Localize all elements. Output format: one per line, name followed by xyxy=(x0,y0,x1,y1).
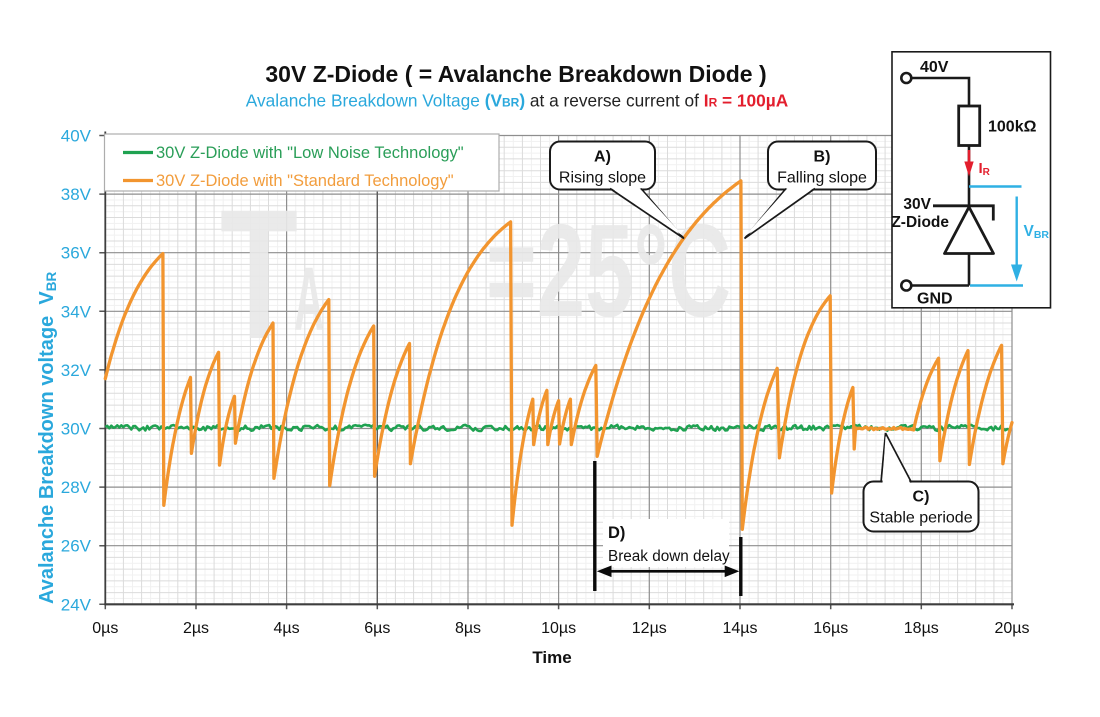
svg-text:14µs: 14µs xyxy=(722,620,757,637)
svg-text:30V Z-Diode with "Standard Tec: 30V Z-Diode with "Standard Technology" xyxy=(156,172,454,190)
svg-text:20µs: 20µs xyxy=(994,620,1029,637)
svg-text:6µs: 6µs xyxy=(364,620,390,637)
svg-text:28V: 28V xyxy=(61,478,92,497)
svg-text:8µs: 8µs xyxy=(455,620,481,637)
svg-text:2µs: 2µs xyxy=(183,620,209,637)
svg-text:A): A) xyxy=(594,149,611,166)
svg-text:Stable periode: Stable periode xyxy=(869,510,972,527)
svg-text:0µs: 0µs xyxy=(92,620,118,637)
svg-text:12µs: 12µs xyxy=(632,620,667,637)
svg-text:38V: 38V xyxy=(61,185,92,204)
svg-text:40V: 40V xyxy=(61,127,92,146)
svg-text:D): D) xyxy=(608,524,625,542)
svg-text:16µs: 16µs xyxy=(813,620,848,637)
svg-text:24V: 24V xyxy=(61,595,92,614)
svg-text:Break down delay: Break down delay xyxy=(608,548,730,565)
svg-text:40V: 40V xyxy=(920,59,949,76)
svg-text:36V: 36V xyxy=(61,244,92,263)
svg-text:Falling slope: Falling slope xyxy=(777,170,867,187)
svg-text:18µs: 18µs xyxy=(904,620,939,637)
svg-text:34V: 34V xyxy=(61,302,92,321)
svg-text:Avalanche Breakdown voltage V: Avalanche Breakdown voltage VBR xyxy=(36,272,59,604)
svg-text:4µs: 4µs xyxy=(274,620,300,637)
svg-text:Z-Diode: Z-Diode xyxy=(891,214,949,231)
svg-text:30V Z-Diode with "Low Noise Te: 30V Z-Diode with "Low Noise Technology" xyxy=(156,144,464,162)
svg-text:=25°C: =25°C xyxy=(486,197,731,344)
svg-text:30V: 30V xyxy=(903,196,931,213)
svg-text:Avalanche Breakdown Voltage (V: Avalanche Breakdown Voltage (VBR) at a r… xyxy=(246,91,789,111)
svg-text:Rising slope: Rising slope xyxy=(559,170,646,187)
svg-text:10µs: 10µs xyxy=(541,620,576,637)
svg-text:100kΩ: 100kΩ xyxy=(988,119,1037,136)
svg-text:GND: GND xyxy=(917,291,953,308)
svg-text:26V: 26V xyxy=(61,537,92,556)
svg-text:30V: 30V xyxy=(61,420,92,439)
svg-text:C): C) xyxy=(913,489,930,506)
svg-text:30V Z-Diode ( = Avalanche Brea: 30V Z-Diode ( = Avalanche Breakdown Diod… xyxy=(265,61,766,87)
svg-text:32V: 32V xyxy=(61,361,92,380)
svg-text:T: T xyxy=(220,172,298,378)
svg-text:Time: Time xyxy=(532,648,571,667)
svg-text:B): B) xyxy=(814,149,831,166)
